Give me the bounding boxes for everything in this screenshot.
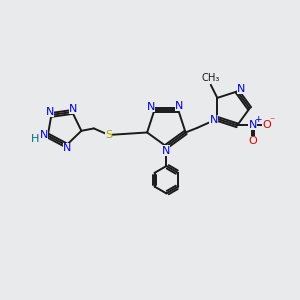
Text: +: +	[254, 116, 262, 124]
Text: N: N	[175, 101, 183, 111]
Text: H: H	[31, 134, 40, 144]
Text: O: O	[262, 120, 271, 130]
Text: S: S	[105, 130, 112, 140]
Text: N: N	[210, 116, 218, 125]
Text: N: N	[248, 120, 257, 130]
Text: N: N	[63, 143, 71, 153]
Text: N: N	[147, 102, 155, 112]
Text: N: N	[237, 84, 245, 94]
Text: ⁻: ⁻	[270, 116, 275, 126]
Text: O: O	[248, 136, 257, 146]
Text: CH₃: CH₃	[202, 73, 220, 83]
Text: N: N	[46, 107, 54, 117]
Text: N: N	[40, 130, 48, 140]
Text: N: N	[162, 146, 170, 156]
Text: N: N	[69, 104, 78, 114]
